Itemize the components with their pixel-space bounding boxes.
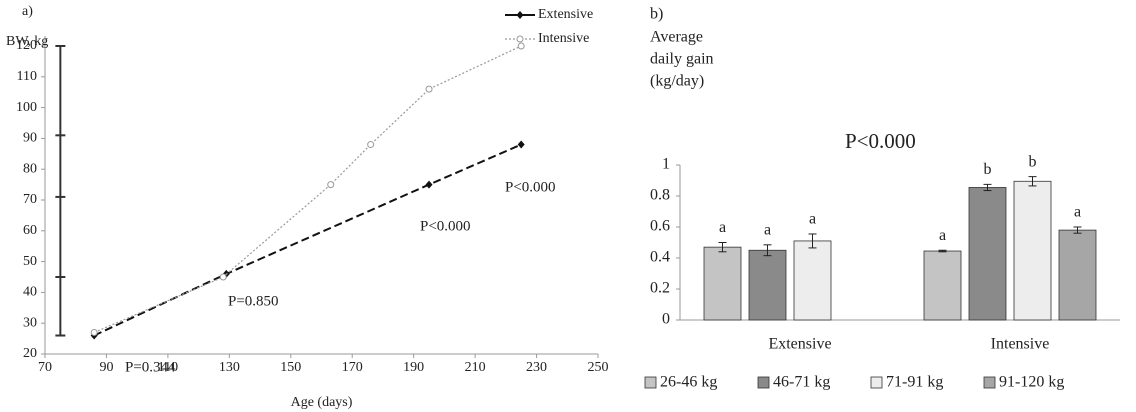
y-tick-label: 110 bbox=[17, 69, 37, 84]
significance-letter: a bbox=[939, 227, 946, 244]
marker bbox=[425, 85, 433, 93]
x-tick-label: 150 bbox=[280, 360, 301, 375]
marker bbox=[425, 180, 433, 189]
x-tick-label: 90 bbox=[99, 360, 113, 375]
y-tick-label: 120 bbox=[16, 38, 37, 53]
y-tick-label: 50 bbox=[23, 254, 37, 269]
significance-letter: a bbox=[1074, 204, 1081, 221]
annotation: P=0.850 bbox=[228, 293, 279, 309]
bar bbox=[923, 250, 962, 321]
legend-label: 46-71 kg bbox=[773, 374, 830, 391]
x-tick-label: 170 bbox=[342, 360, 363, 375]
x-tick-label: 190 bbox=[403, 360, 424, 375]
legend-label: Extensive bbox=[538, 7, 593, 22]
panel-label: b) bbox=[650, 6, 663, 23]
y-tick-label: 1 bbox=[662, 156, 670, 173]
marker bbox=[517, 140, 525, 149]
annotation: P=0.344 bbox=[125, 359, 176, 375]
y-tick-label: 20 bbox=[23, 346, 37, 361]
bar bbox=[748, 249, 787, 321]
legend-marker bbox=[516, 11, 524, 19]
legend-swatch bbox=[870, 376, 883, 389]
marker bbox=[367, 141, 375, 149]
bar bbox=[1058, 229, 1097, 321]
y-tick-label: 0.4 bbox=[650, 249, 670, 266]
x-axis-label: Age (days) bbox=[291, 395, 353, 410]
significance-letter: b bbox=[1029, 153, 1037, 170]
marker bbox=[219, 273, 227, 281]
y-axis-label: daily gain bbox=[650, 51, 714, 68]
bar bbox=[793, 240, 832, 321]
legend-swatch bbox=[644, 376, 657, 389]
y-tick-label: 70 bbox=[23, 192, 37, 207]
marker bbox=[327, 181, 335, 189]
y-tick-label: 100 bbox=[16, 100, 37, 115]
marker bbox=[90, 328, 98, 336]
series-line bbox=[93, 45, 522, 333]
y-tick-label: 0 bbox=[662, 311, 670, 328]
y-tick-label: 0.8 bbox=[650, 187, 670, 204]
bar bbox=[703, 246, 742, 321]
significance-letter: b bbox=[984, 161, 992, 178]
x-tick-label: 110 bbox=[158, 360, 178, 375]
significance-letter: a bbox=[764, 221, 771, 238]
x-tick-label: Extensive bbox=[768, 336, 831, 353]
series-line bbox=[93, 143, 522, 337]
y-tick-label: 60 bbox=[23, 223, 37, 238]
legend-label: 26-46 kg bbox=[660, 374, 717, 391]
bar bbox=[968, 187, 1007, 321]
legend-label: 91-120 kg bbox=[999, 374, 1064, 391]
y-axis-label: BW, kg bbox=[6, 34, 48, 49]
y-tick-label: 40 bbox=[23, 285, 37, 300]
panel-label: a) bbox=[22, 4, 33, 19]
x-tick-label: 230 bbox=[526, 360, 547, 375]
annotation: P<0.000 bbox=[845, 129, 916, 153]
legend-swatch bbox=[983, 376, 996, 389]
x-tick-label: 210 bbox=[465, 360, 486, 375]
y-tick-label: 80 bbox=[23, 161, 37, 176]
y-tick-label: 0.6 bbox=[650, 218, 670, 235]
x-tick-label: Intensive bbox=[991, 336, 1050, 353]
annotation: P<0.000 bbox=[505, 179, 556, 195]
legend-swatch bbox=[757, 376, 770, 389]
annotation: P<0.000 bbox=[420, 218, 471, 234]
y-tick-label: 0.2 bbox=[650, 280, 670, 297]
y-axis-label: Average bbox=[650, 29, 703, 46]
y-tick-label: 90 bbox=[23, 131, 37, 146]
x-tick-label: 70 bbox=[38, 360, 52, 375]
legend-label: 71-91 kg bbox=[886, 374, 943, 391]
marker bbox=[517, 42, 525, 50]
y-tick-label: 30 bbox=[23, 315, 37, 330]
significance-letter: a bbox=[719, 219, 726, 236]
legend-label: Intensive bbox=[538, 31, 589, 46]
y-axis-label: (kg/day) bbox=[650, 73, 704, 90]
x-tick-label: 130 bbox=[219, 360, 240, 375]
bar bbox=[1013, 180, 1052, 321]
legend-marker bbox=[516, 35, 524, 43]
x-tick-label: 250 bbox=[588, 360, 609, 375]
significance-letter: a bbox=[809, 211, 816, 228]
